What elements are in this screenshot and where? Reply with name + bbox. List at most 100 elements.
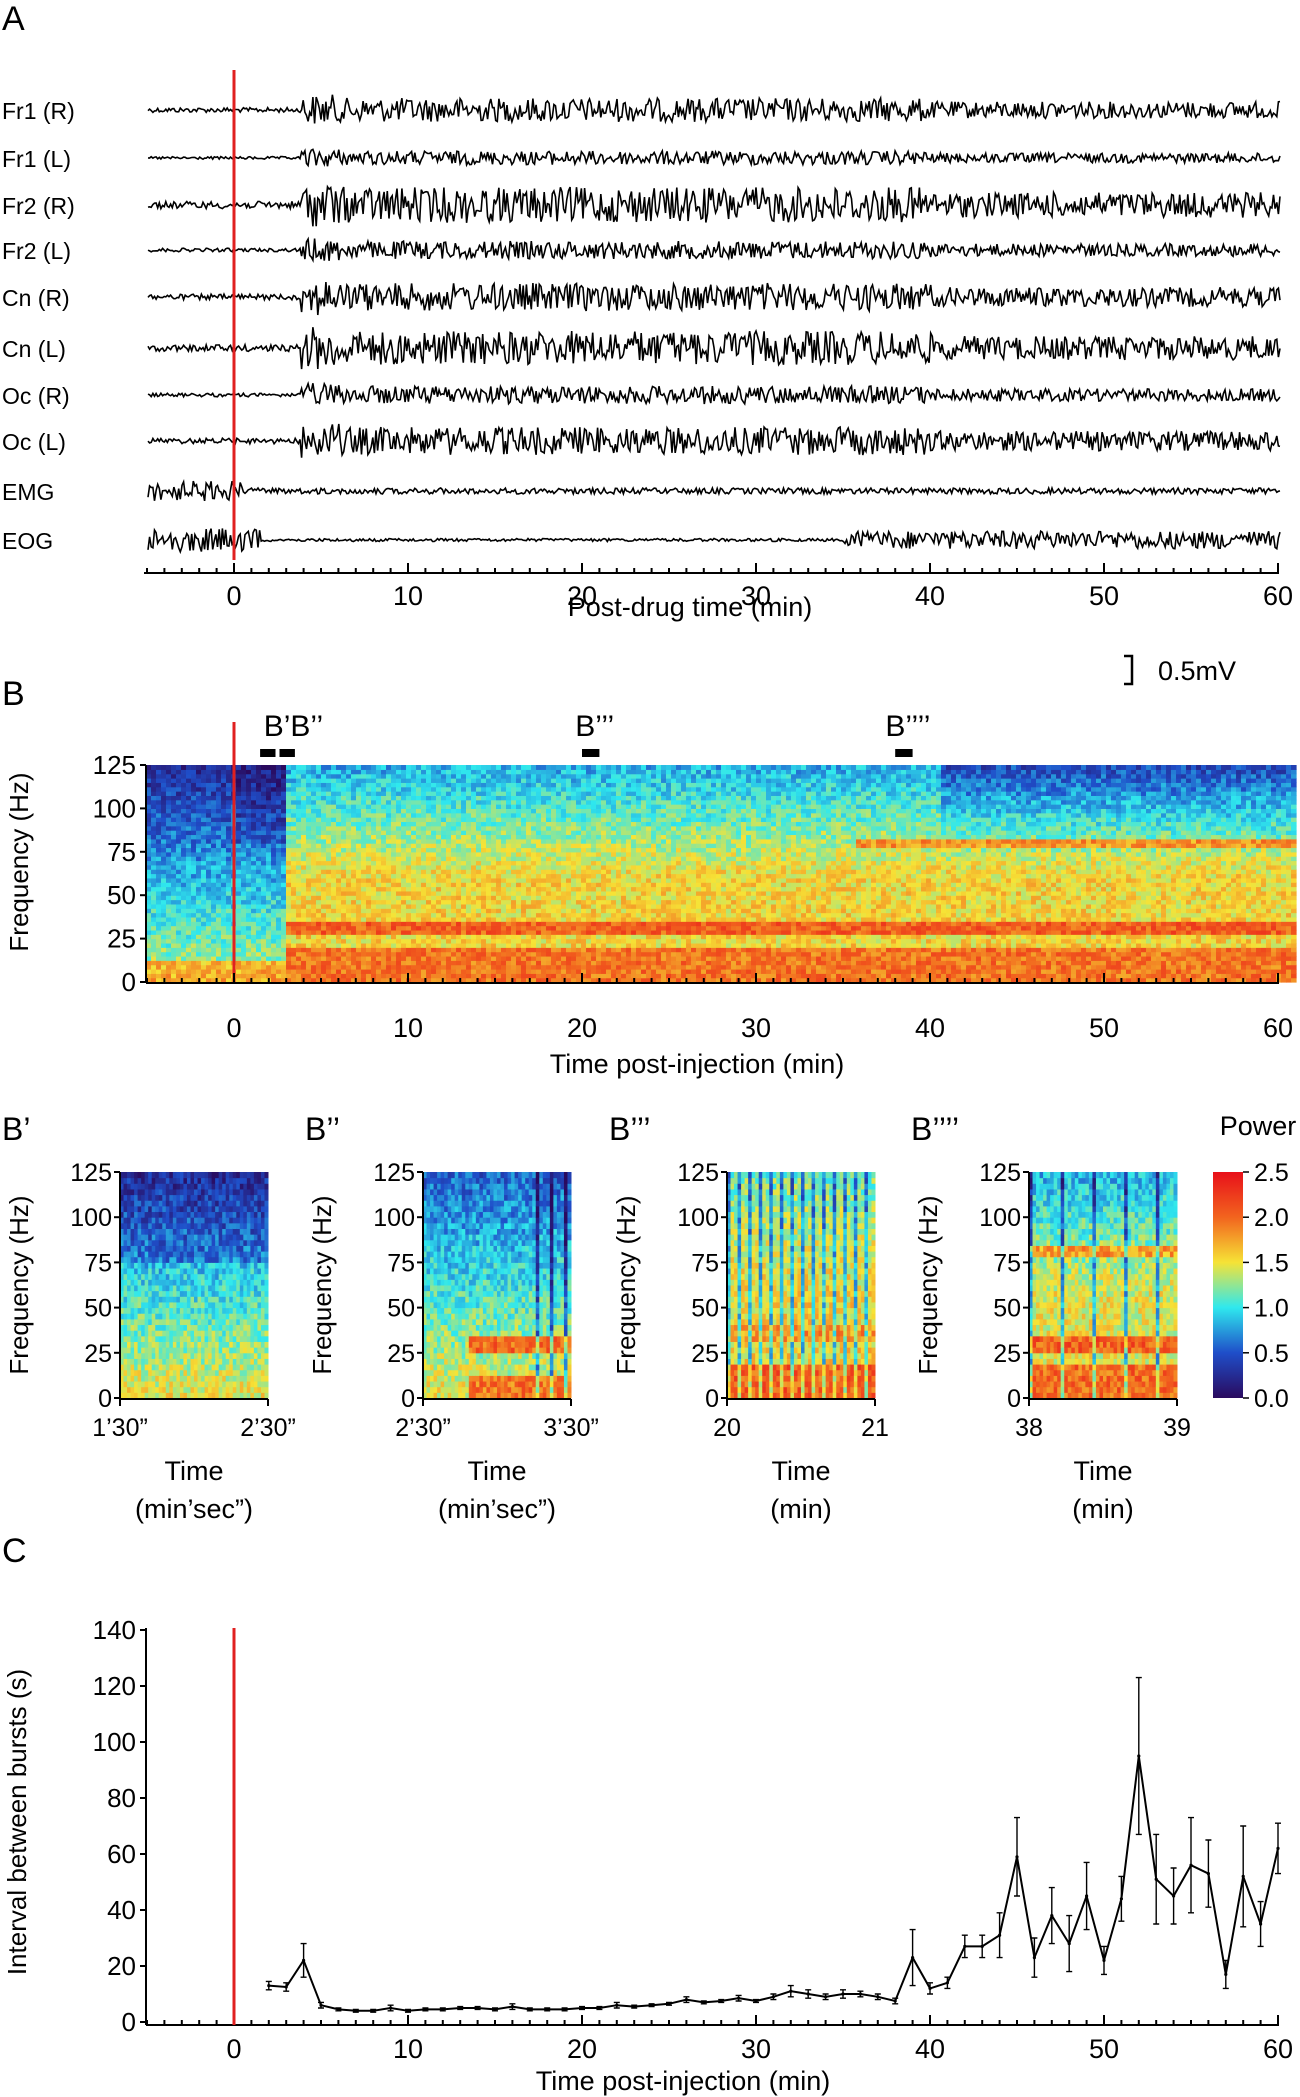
spec-cell bbox=[406, 799, 412, 805]
spec-cell bbox=[396, 882, 402, 888]
spec-cell bbox=[206, 877, 212, 883]
spec-cell bbox=[171, 856, 177, 862]
spec-cell bbox=[271, 860, 277, 866]
spec-cell bbox=[251, 960, 257, 966]
spec-cell bbox=[441, 786, 447, 792]
spec-cell bbox=[181, 864, 187, 870]
spec-cell bbox=[571, 942, 577, 948]
spec-cell bbox=[206, 795, 212, 801]
spec-cell bbox=[156, 895, 162, 901]
spec-cell bbox=[391, 786, 397, 792]
spec-cell bbox=[171, 912, 177, 918]
spec-cell bbox=[191, 869, 197, 875]
spec-cell bbox=[186, 951, 192, 957]
spec-cell bbox=[166, 860, 172, 866]
spec-cell bbox=[596, 934, 602, 940]
spec-cell bbox=[566, 960, 572, 966]
spec-cell bbox=[226, 791, 232, 796]
spec-cell bbox=[331, 908, 337, 914]
spec-cell bbox=[446, 786, 452, 792]
spec-cell bbox=[536, 890, 542, 896]
spec-cell bbox=[501, 895, 507, 901]
spec-cell bbox=[311, 947, 317, 953]
spec-cell bbox=[441, 886, 447, 892]
spec-cell bbox=[146, 908, 152, 914]
spec-cell bbox=[246, 947, 252, 953]
spec-cell bbox=[266, 851, 272, 857]
spec-cell bbox=[296, 968, 302, 974]
spec-cell bbox=[481, 942, 487, 948]
spec-cell bbox=[186, 860, 192, 866]
spec-cell bbox=[501, 869, 507, 875]
channel-label: Fr2 (R) bbox=[2, 193, 75, 219]
spec-cell bbox=[381, 851, 387, 857]
spec-cell bbox=[146, 899, 152, 905]
spec-cell bbox=[521, 821, 527, 827]
spec-cell bbox=[631, 968, 637, 974]
spec-cell bbox=[391, 834, 397, 840]
spec-cell bbox=[201, 830, 207, 836]
spec-cell bbox=[356, 834, 362, 840]
spec-cell bbox=[431, 960, 437, 966]
spec-cell bbox=[181, 903, 187, 909]
spec-cell bbox=[611, 847, 617, 853]
spec-cell bbox=[511, 795, 517, 801]
spec-cell bbox=[606, 938, 612, 944]
spec-cell bbox=[311, 916, 317, 922]
spec-cell bbox=[556, 838, 562, 844]
spec-cell bbox=[481, 799, 487, 805]
spec-cell bbox=[531, 834, 537, 840]
spec-cell bbox=[301, 895, 307, 901]
spec-cell bbox=[411, 817, 417, 823]
spec-cell bbox=[486, 882, 492, 888]
spec-cell bbox=[626, 934, 632, 940]
spec-cell bbox=[281, 973, 287, 979]
spec-cell bbox=[471, 955, 477, 961]
spec-cell bbox=[576, 773, 582, 779]
spec-cell bbox=[516, 830, 522, 836]
spec-cell bbox=[491, 877, 497, 883]
spec-cell bbox=[591, 955, 597, 961]
spec-cell bbox=[616, 977, 622, 983]
spec-cell bbox=[306, 916, 312, 922]
spec-cell bbox=[261, 908, 267, 914]
spec-cell bbox=[506, 773, 512, 779]
spec-cell bbox=[516, 799, 522, 805]
spec-cell bbox=[516, 968, 522, 974]
spec-cell bbox=[316, 886, 322, 892]
spec-cell bbox=[271, 903, 277, 909]
spec-cell bbox=[451, 929, 457, 935]
spec-cell bbox=[421, 951, 427, 957]
spec-cell bbox=[536, 912, 542, 918]
spec-cell bbox=[381, 938, 387, 944]
spec-cell bbox=[241, 929, 247, 935]
spec-cell bbox=[351, 769, 357, 775]
x-axis-label-a: Post-drug time (min) bbox=[568, 592, 813, 622]
spec-cell bbox=[261, 778, 267, 783]
spec-cell bbox=[196, 921, 202, 927]
spec-cell bbox=[351, 825, 357, 831]
spec-cell bbox=[386, 890, 392, 896]
spec-cell bbox=[481, 955, 487, 961]
spec-cell bbox=[436, 929, 442, 935]
spec-cell bbox=[311, 942, 317, 948]
spec-cell bbox=[436, 799, 442, 805]
spec-cell bbox=[581, 847, 587, 853]
spec-cell bbox=[481, 882, 487, 888]
spec-cell bbox=[496, 938, 502, 944]
spec-cell bbox=[146, 947, 152, 953]
spec-cell bbox=[236, 968, 242, 974]
spec-cell bbox=[176, 960, 182, 966]
spec-cell bbox=[156, 804, 162, 809]
spec-cell bbox=[406, 825, 412, 831]
spec-cell bbox=[276, 938, 282, 944]
spec-cell bbox=[541, 838, 547, 844]
spec-cell bbox=[406, 830, 412, 836]
spec-cell bbox=[401, 860, 407, 866]
spec-cell bbox=[621, 964, 627, 970]
spec-cell bbox=[276, 929, 282, 935]
spec-cell bbox=[331, 895, 337, 901]
spec-cell bbox=[316, 808, 322, 814]
spec-cell bbox=[596, 847, 602, 853]
spec-cell bbox=[156, 929, 162, 935]
